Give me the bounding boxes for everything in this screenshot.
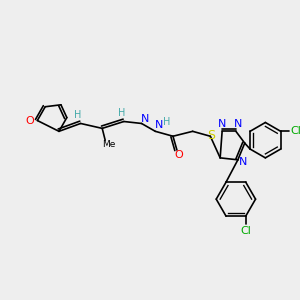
Text: S: S bbox=[207, 129, 215, 142]
Text: N: N bbox=[141, 113, 150, 124]
Text: H: H bbox=[74, 110, 81, 120]
Text: Me: Me bbox=[102, 140, 116, 148]
Text: H: H bbox=[164, 118, 171, 128]
Text: N: N bbox=[238, 157, 247, 167]
Text: H: H bbox=[118, 108, 126, 118]
Text: Cl: Cl bbox=[240, 226, 251, 236]
Text: N: N bbox=[234, 119, 242, 129]
Text: O: O bbox=[26, 116, 34, 125]
Text: O: O bbox=[175, 150, 183, 160]
Text: Cl: Cl bbox=[290, 126, 300, 136]
Text: N: N bbox=[155, 120, 164, 130]
Text: N: N bbox=[218, 119, 226, 129]
